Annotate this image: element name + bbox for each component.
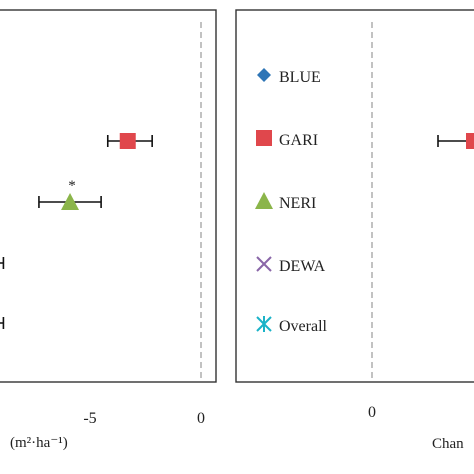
- left-x-tick-label: -5: [83, 410, 96, 427]
- left-x-axis-label: (m²·ha⁻¹): [10, 435, 68, 451]
- legend-label-blue: BLUE: [279, 69, 321, 86]
- right-x-tick-label: 0: [368, 404, 376, 421]
- significance-star-neri: *: [68, 178, 76, 194]
- left-chart-frame: [0, 9, 217, 383]
- point-neri: [61, 193, 80, 210]
- legend-marker-dewa: [256, 256, 272, 272]
- legend-label-gari: GARI: [279, 132, 318, 149]
- legend-label-overall: Overall: [279, 318, 328, 335]
- legend-marker-neri: [255, 192, 273, 209]
- legend-marker-overall: [256, 316, 272, 332]
- left-x-tick-label: 0: [197, 410, 205, 427]
- legend-label-dewa: DEWA: [279, 258, 326, 275]
- point-gari: [119, 133, 136, 149]
- legend-label-neri: NERI: [279, 195, 316, 212]
- right-chart-panel: BLUE GARI NERI DEWA Overall 0 Chan: [235, 9, 474, 452]
- right-x-axis-label: Chan: [432, 436, 464, 452]
- legend-marker-blue: [257, 68, 271, 82]
- errorbar-overall: [0, 317, 5, 329]
- point-gari-right: [466, 133, 474, 149]
- errorbar-dewa: [0, 257, 5, 269]
- legend-marker-gari: [256, 130, 272, 146]
- right-chart-frame: [235, 9, 474, 383]
- left-chart-panel: ***-50(m²·ha⁻¹): [0, 9, 217, 451]
